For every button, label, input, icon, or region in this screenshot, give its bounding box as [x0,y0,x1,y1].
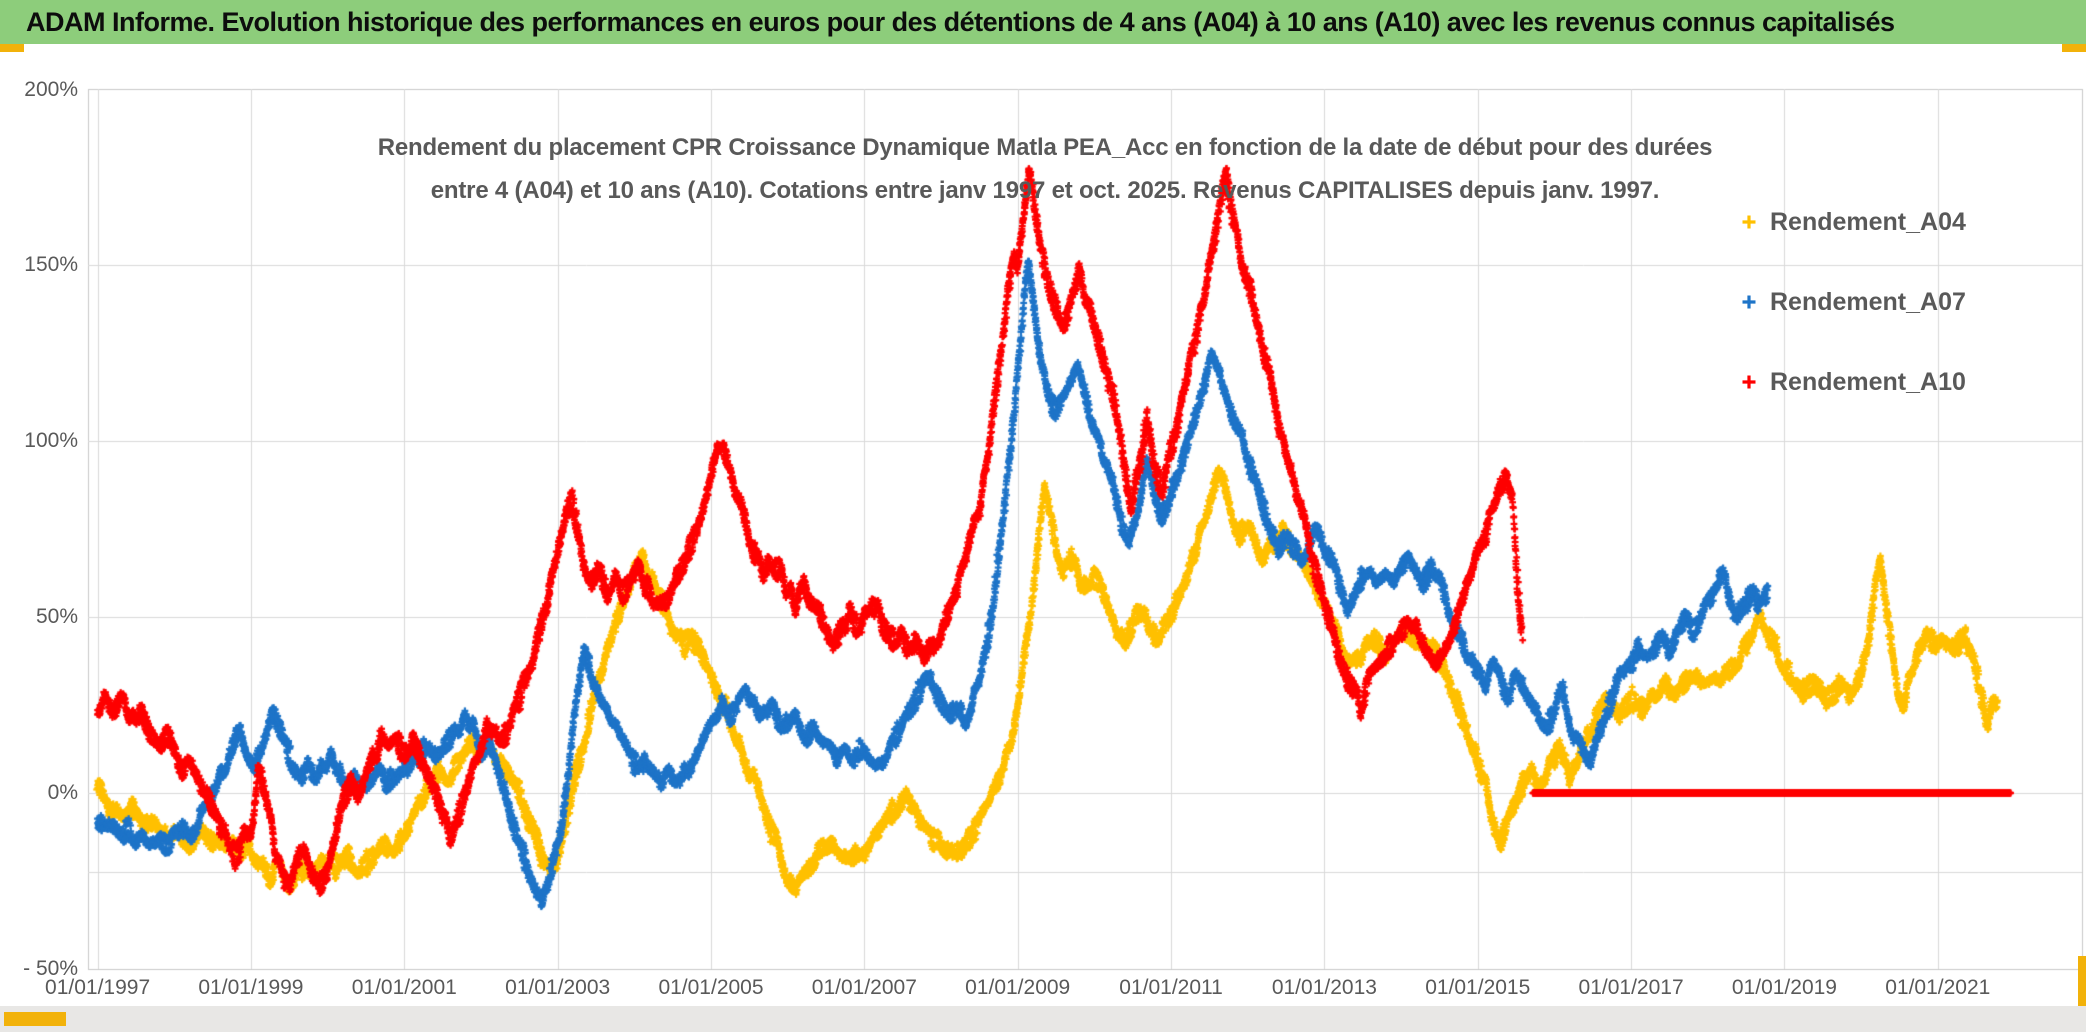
x-tick-label: 01/01/2019 [1731,976,1837,999]
y-tick-label: 0% [47,781,78,804]
plus-marker-icon [1742,375,1756,389]
footer-strip [0,1006,2086,1032]
chart-title-line1: Rendement du placement CPR Croissance Dy… [377,134,1713,161]
x-tick-label: 01/01/2013 [1271,976,1377,999]
x-tick-label: 01/01/2005 [658,976,764,999]
legend-item-rendement_a04[interactable]: Rendement_A04 [1740,205,1966,239]
y-tick-label: 150% [24,253,78,277]
legend-label: Rendement_A07 [1770,287,1966,316]
x-tick-label: 01/01/2017 [1578,976,1684,999]
x-tick-label: 01/01/1997 [45,976,151,999]
x-tick-label: 01/01/2001 [351,976,457,999]
y-tick-label: 100% [24,429,78,453]
y-tick-label: 50% [35,605,78,629]
x-tick-label: 01/01/2009 [965,976,1071,999]
plus-marker-icon [1742,295,1756,309]
chart-title-line2: entre 4 (A04) et 10 ans (A10). Cotations… [430,177,1660,204]
y-tick-label: 200% [24,77,78,101]
chart-title: Rendement du placement CPR Croissance Dy… [300,126,1790,212]
plus-marker-icon [1742,215,1756,229]
legend-item-rendement_a10[interactable]: Rendement_A10 [1740,365,1966,399]
x-tick-label: 01/01/2021 [1885,976,1991,999]
legend-item-rendement_a07[interactable]: Rendement_A07 [1740,285,1966,319]
y-tick-label: - 50% [23,956,78,980]
x-tick-label: 01/01/2011 [1119,976,1223,999]
x-tick-label: 01/01/2003 [505,976,611,999]
x-tick-label: 01/01/1999 [198,976,304,999]
x-tick-label: 01/01/2015 [1425,976,1531,999]
legend-label: Rendement_A04 [1770,207,1966,236]
gold-accent-bottom-left [4,1012,66,1026]
x-tick-label: 01/01/2007 [811,976,917,999]
legend-label: Rendement_A10 [1770,367,1966,396]
gold-accent-bottom-right [2078,956,2086,1006]
